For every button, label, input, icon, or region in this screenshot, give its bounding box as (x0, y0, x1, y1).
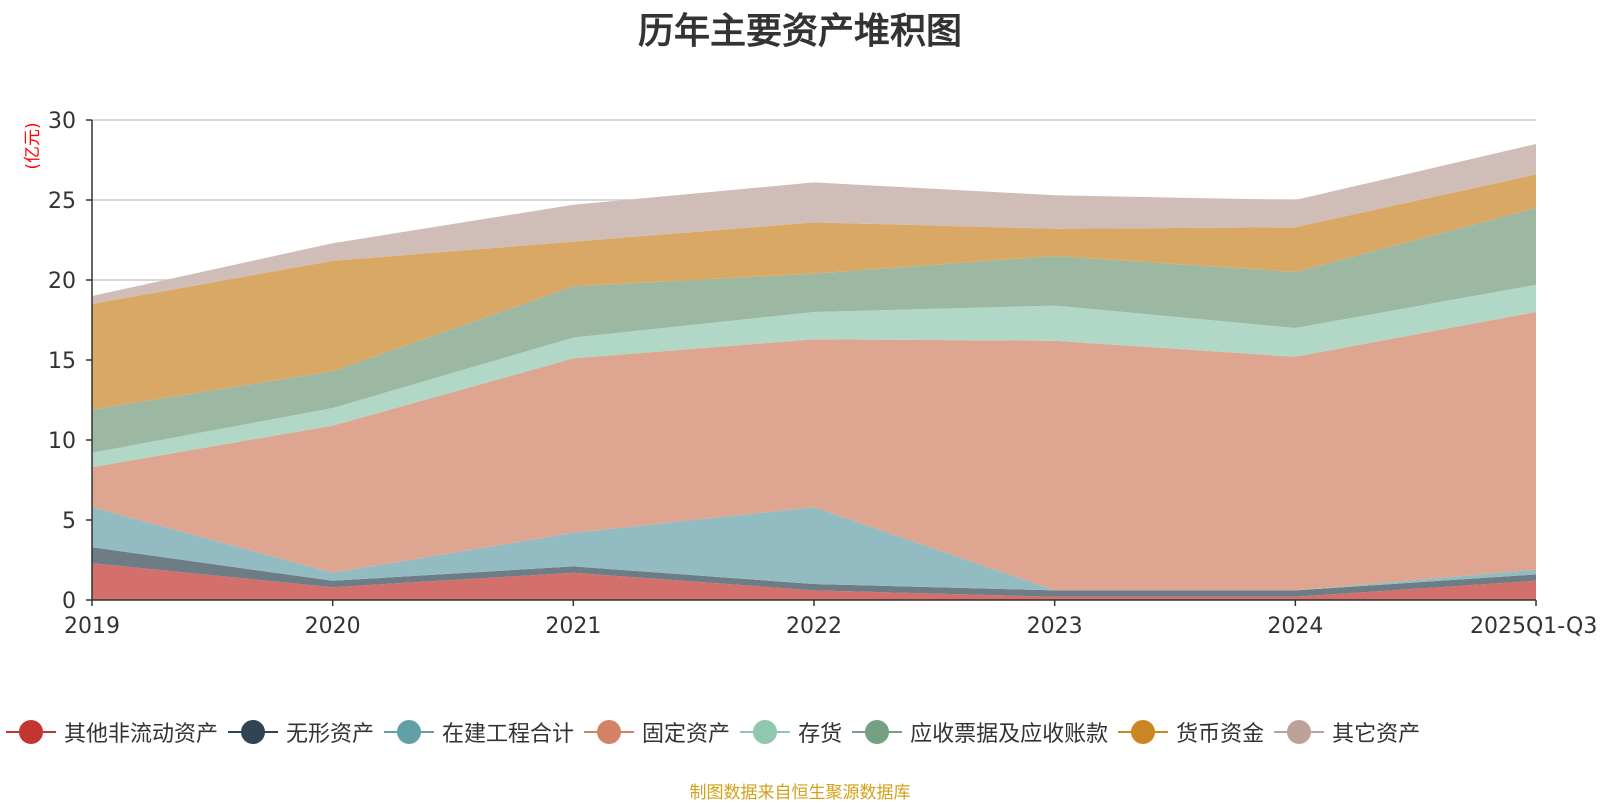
x-tick-label: 2025Q1-Q3 (1470, 614, 1597, 639)
series-area-货币资金 (92, 174, 1536, 410)
legend-label: 其他非流动资产 (64, 722, 219, 747)
x-tick-label: 2021 (545, 614, 601, 639)
legend-label: 固定资产 (642, 722, 731, 747)
y-unit-label: (亿元) (23, 122, 43, 169)
series-area-应收票据及应收账款 (92, 208, 1536, 453)
x-tick-label: 2023 (1027, 614, 1083, 639)
legend-label: 其它资产 (1332, 722, 1421, 747)
y-tick-label: 5 (62, 509, 76, 534)
source-note: 制图数据来自恒生聚源数据库 (689, 783, 911, 803)
x-tick-label: 2020 (305, 614, 361, 639)
y-tick-label: 20 (48, 269, 76, 294)
y-tick-label: 15 (48, 349, 76, 374)
legend-item[interactable]: 其他非流动资产 (6, 716, 218, 748)
x-tick-label: 2024 (1267, 614, 1323, 639)
legend-marker-icon (384, 718, 435, 746)
legend-item[interactable]: 无形资产 (228, 716, 374, 748)
legend-item[interactable]: 应收票据及应收账款 (852, 716, 1108, 748)
chart-title: 历年主要资产堆积图 (637, 11, 962, 52)
legend-item[interactable]: 存货 (740, 716, 842, 748)
tick-labels: 0 5 10 15 20 25 30 2019 2020 2021 2022 2023 2024 2025… (48, 109, 1597, 639)
legend-label: 应收票据及应收账款 (910, 722, 1109, 747)
legend-marker-icon (1274, 718, 1325, 746)
y-tick-label: 25 (48, 189, 76, 214)
series-area-在建工程合计 (92, 507, 1536, 591)
series-areas (92, 144, 1536, 600)
legend-label: 货币资金 (1176, 722, 1265, 747)
y-tick-label: 30 (48, 109, 76, 134)
series-area-固定资产 (92, 312, 1536, 591)
x-tick-label: 2019 (64, 614, 120, 639)
legend-marker-icon (584, 718, 635, 746)
series-area-其他非流动资产 (92, 563, 1536, 600)
legend-marker-icon (228, 718, 279, 746)
legend-label: 存货 (798, 722, 843, 747)
x-tick-label: 2022 (786, 614, 842, 639)
legend-label: 在建工程合计 (442, 722, 575, 747)
legend-item[interactable]: 其它资产 (1274, 716, 1420, 748)
y-tick-label: 10 (48, 429, 76, 454)
legend-item[interactable]: 固定资产 (584, 716, 730, 748)
series-area-无形资产 (92, 547, 1536, 597)
legend-item[interactable]: 货币资金 (1118, 716, 1264, 748)
legend-marker-icon (740, 718, 791, 746)
legend-marker-icon (6, 718, 56, 746)
legend-label: 无形资产 (286, 722, 375, 747)
series-area-其它资产 (92, 144, 1536, 304)
y-tick-label: 0 (62, 589, 76, 614)
legend: 其他非流动资产 无形资产 在建工程合计 固定资产 存货 应收票据及应收账款 货币资金 其它资产 (6, 714, 1430, 750)
legend-marker-icon (1118, 718, 1169, 746)
legend-marker-icon (852, 718, 903, 746)
legend-item[interactable]: 在建工程合计 (384, 716, 574, 748)
series-area-存货 (92, 284, 1536, 468)
